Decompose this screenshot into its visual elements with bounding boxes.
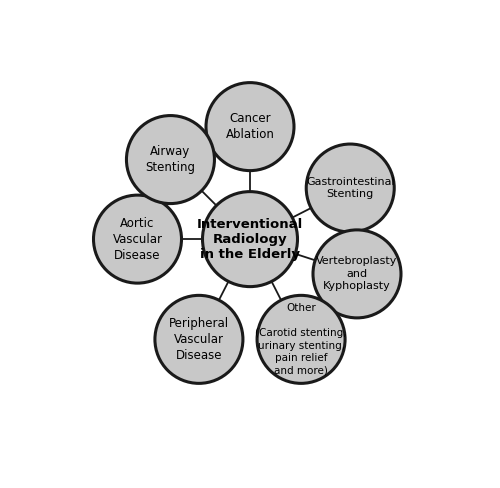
Text: Peripheral
Vascular
Disease: Peripheral Vascular Disease xyxy=(169,317,229,362)
Circle shape xyxy=(257,295,345,384)
Text: Vertebroplasty
and
Kyphoplasty: Vertebroplasty and Kyphoplasty xyxy=(316,257,398,291)
Circle shape xyxy=(155,295,243,384)
Text: Airway
Stenting: Airway Stenting xyxy=(146,145,196,174)
Text: Gastrointestinal
Stenting: Gastrointestinal Stenting xyxy=(306,177,394,199)
Circle shape xyxy=(126,116,214,203)
Circle shape xyxy=(94,195,182,283)
Text: Other

(Carotid stenting,
urinary stenting,
pain relief
and more): Other (Carotid stenting, urinary stentin… xyxy=(256,304,347,375)
Text: Interventional
Radiology
in the Elderly: Interventional Radiology in the Elderly xyxy=(197,218,303,261)
Circle shape xyxy=(306,144,394,232)
Text: Aortic
Vascular
Disease: Aortic Vascular Disease xyxy=(112,217,162,262)
Circle shape xyxy=(313,230,401,318)
Text: Cancer
Ablation: Cancer Ablation xyxy=(226,112,274,141)
Circle shape xyxy=(202,192,298,286)
Circle shape xyxy=(206,82,294,171)
